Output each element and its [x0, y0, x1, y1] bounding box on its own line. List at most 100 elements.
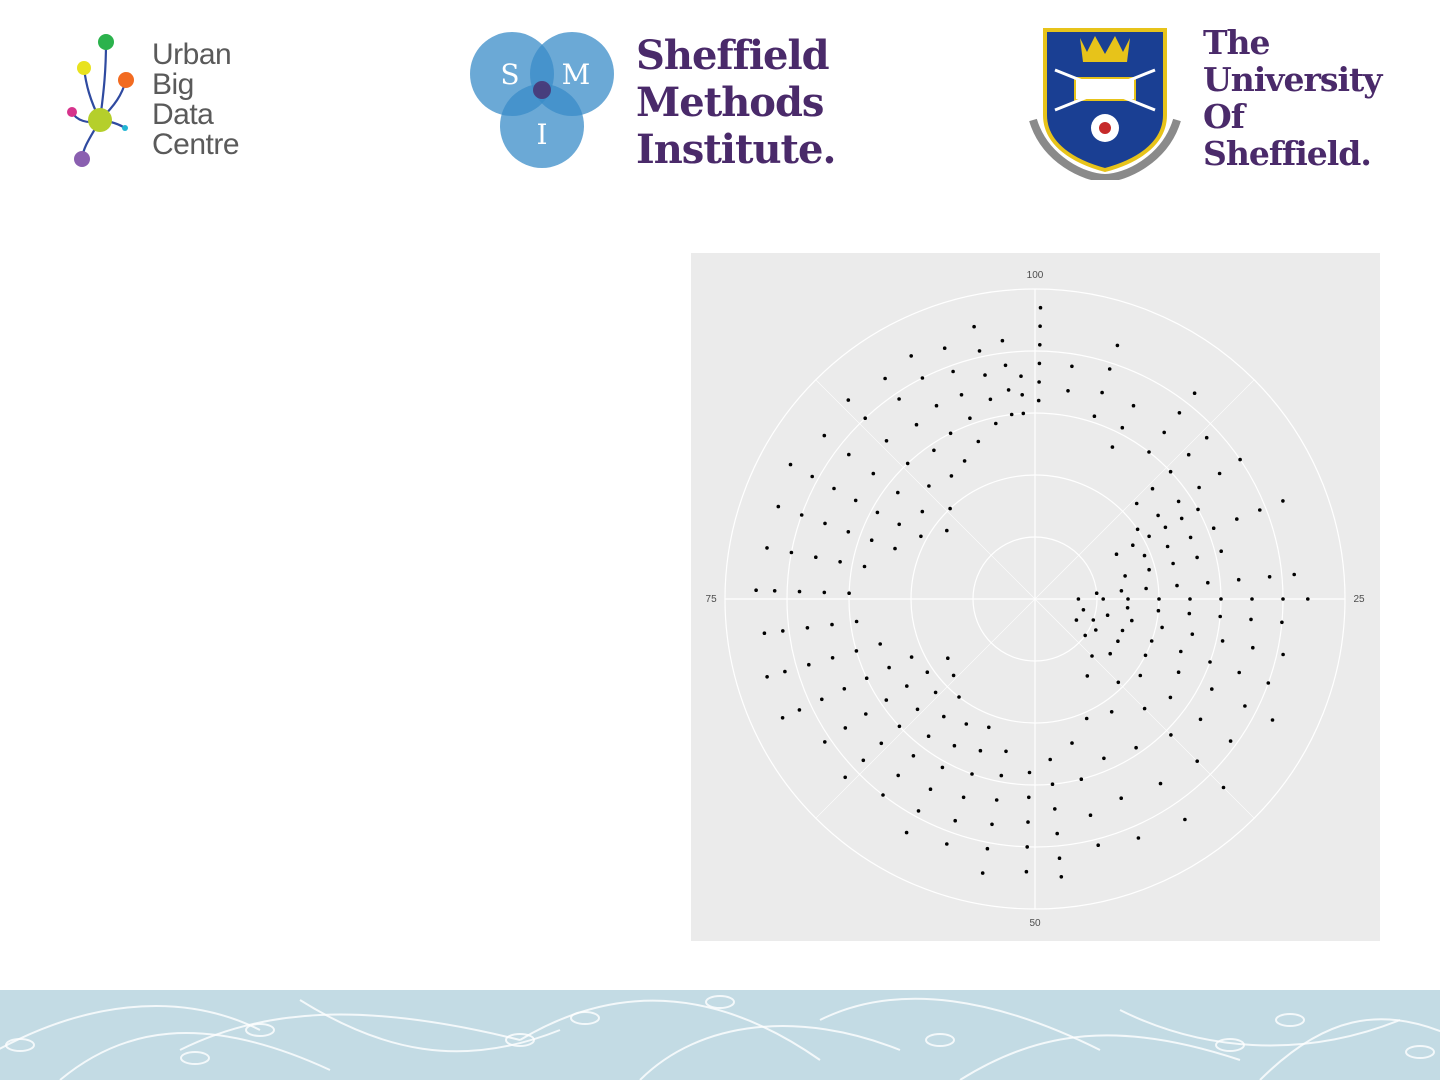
data-point — [797, 708, 802, 712]
data-point — [934, 403, 939, 408]
data-point — [987, 725, 991, 730]
data-point — [904, 830, 909, 835]
data-point — [765, 675, 769, 679]
data-point — [1079, 777, 1084, 781]
data-point — [893, 546, 897, 551]
data-point — [1156, 608, 1161, 613]
data-point — [822, 590, 827, 595]
data-point — [830, 622, 834, 627]
data-point — [1168, 469, 1173, 474]
data-point — [915, 707, 920, 712]
data-point — [1094, 628, 1098, 632]
smi-letter-m: M — [562, 58, 591, 91]
data-point — [1105, 613, 1110, 617]
data-point — [1037, 380, 1041, 384]
data-point — [985, 846, 990, 851]
smi-letter-i: I — [536, 118, 547, 151]
data-point — [1092, 414, 1097, 418]
data-point — [1204, 435, 1209, 440]
data-point — [919, 534, 923, 539]
data-point — [1025, 845, 1029, 849]
ubdc-dot — [118, 72, 134, 88]
data-point — [1119, 589, 1124, 593]
data-point — [788, 462, 793, 467]
data-point — [846, 398, 851, 402]
data-point — [1100, 390, 1104, 395]
data-point — [1158, 781, 1163, 786]
tuos-line: University — [1203, 60, 1382, 99]
data-point — [1057, 856, 1062, 860]
angle-tick-label: 100 — [1027, 270, 1044, 281]
data-point — [988, 397, 993, 402]
ubdc-dot — [98, 34, 114, 50]
data-point — [1281, 652, 1285, 657]
data-point — [1306, 597, 1310, 601]
data-point — [1119, 796, 1123, 800]
network-pattern — [0, 995, 1440, 1080]
data-point — [1150, 486, 1155, 491]
ubdc-line: Centre — [152, 128, 240, 161]
data-point — [990, 822, 994, 827]
data-point — [1147, 534, 1151, 539]
data-point — [1021, 411, 1026, 416]
sheffield-methods-institute-logo: S M I Sheffield Methods Institute. — [468, 26, 848, 176]
data-point — [920, 509, 925, 514]
data-point — [1038, 324, 1042, 328]
data-point — [1003, 363, 1008, 368]
data-point — [1138, 673, 1143, 678]
data-point — [951, 369, 955, 374]
data-point — [1074, 618, 1079, 622]
data-point — [1281, 499, 1285, 503]
data-point — [961, 795, 966, 800]
data-point — [1267, 575, 1272, 579]
data-point — [881, 793, 885, 797]
smi-line: Institute. — [636, 126, 836, 173]
data-point — [1186, 452, 1191, 457]
data-point — [968, 416, 972, 420]
data-point — [1235, 517, 1239, 521]
data-point — [1249, 617, 1253, 622]
data-point — [916, 809, 921, 813]
data-point — [1187, 611, 1192, 616]
data-point — [1208, 660, 1212, 664]
data-point — [1147, 450, 1151, 454]
data-point — [842, 687, 847, 691]
angle-tick-label: 50 — [1029, 918, 1041, 929]
data-point — [1228, 739, 1233, 743]
data-point — [896, 773, 900, 778]
angular-gridline — [815, 379, 1036, 600]
data-point — [765, 546, 769, 550]
data-point — [1020, 393, 1024, 397]
university-of-sheffield-logo: The University Of Sheffield. — [1025, 20, 1405, 183]
data-point — [1006, 388, 1011, 392]
data-point — [1114, 552, 1119, 556]
data-point — [1026, 820, 1030, 824]
data-point — [1220, 639, 1225, 643]
data-point — [820, 697, 824, 702]
data-point — [1258, 508, 1262, 512]
data-point — [863, 416, 867, 420]
data-point — [1000, 338, 1005, 343]
data-point — [1134, 501, 1139, 506]
data-point — [1130, 618, 1134, 623]
data-point — [999, 773, 1004, 778]
ubdc-wordmark: Urban Big Data Centre — [152, 40, 240, 161]
data-point — [810, 474, 814, 479]
data-point — [1131, 543, 1135, 547]
data-point — [1050, 782, 1055, 786]
data-point — [772, 589, 777, 593]
data-point — [1219, 597, 1223, 601]
data-point — [942, 714, 946, 719]
data-point — [909, 655, 914, 659]
angular-gridline — [815, 598, 1036, 819]
data-point — [846, 530, 851, 534]
data-point — [884, 698, 889, 702]
data-point — [1292, 572, 1296, 577]
data-point — [1066, 389, 1070, 393]
data-point — [976, 439, 981, 444]
ubdc-tree-icon — [67, 34, 134, 167]
data-point — [1243, 704, 1247, 708]
data-point — [861, 758, 866, 763]
data-point — [1195, 759, 1199, 763]
data-point — [1197, 485, 1201, 490]
